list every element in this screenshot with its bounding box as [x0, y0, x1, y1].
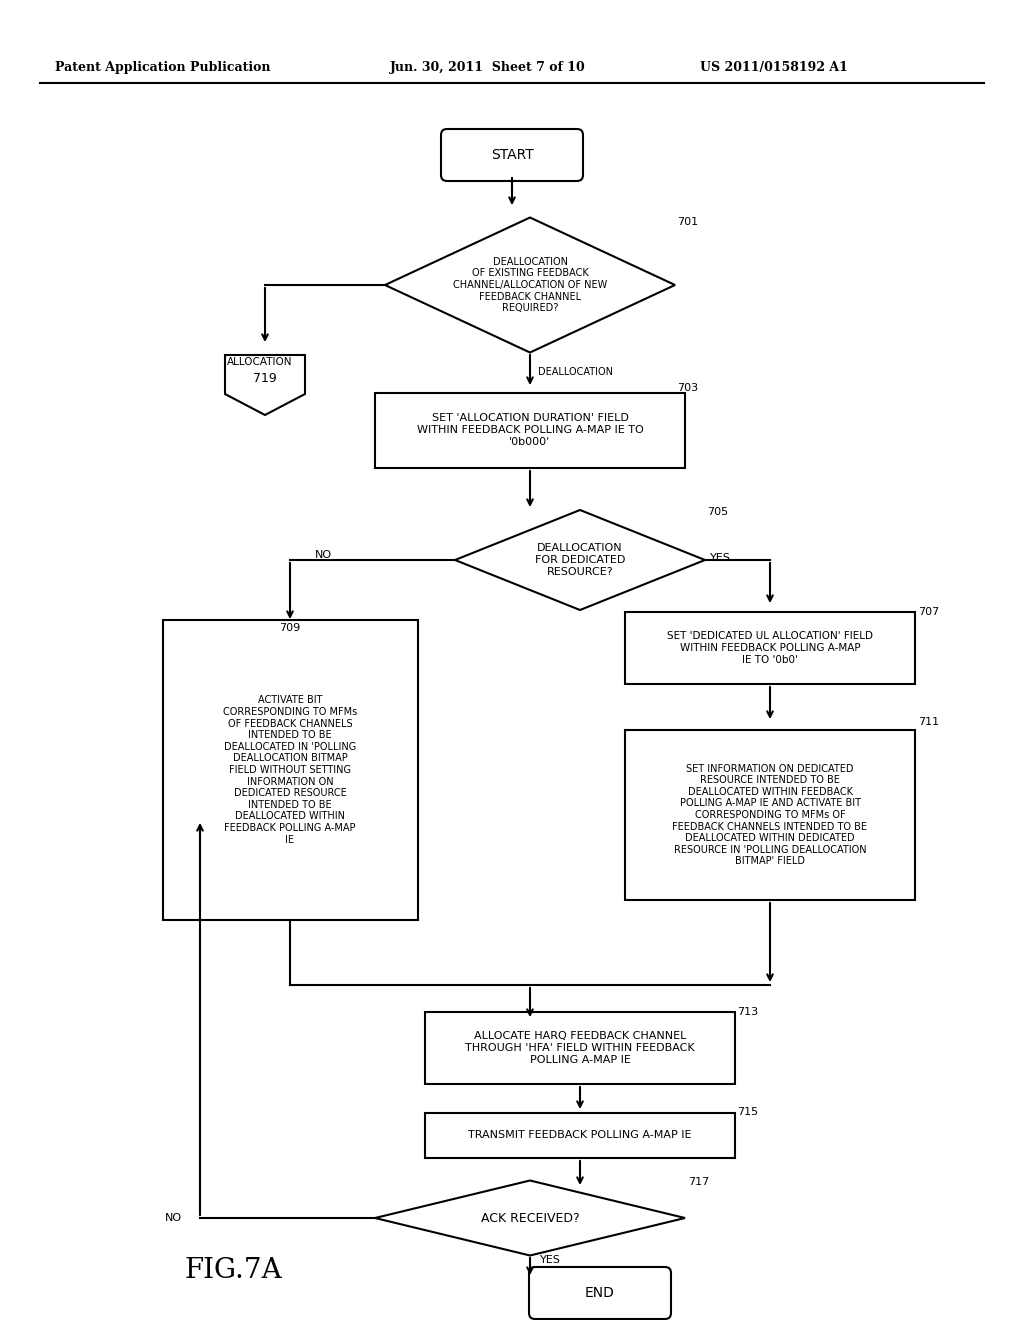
- FancyBboxPatch shape: [441, 129, 583, 181]
- Text: DEALLOCATION
OF EXISTING FEEDBACK
CHANNEL/ALLOCATION OF NEW
FEEDBACK CHANNEL
REQ: DEALLOCATION OF EXISTING FEEDBACK CHANNE…: [453, 257, 607, 313]
- Text: YES: YES: [540, 1255, 561, 1265]
- Text: ACTIVATE BIT
CORRESPONDING TO MFMs
OF FEEDBACK CHANNELS
INTENDED TO BE
DEALLOCAT: ACTIVATE BIT CORRESPONDING TO MFMs OF FE…: [223, 696, 357, 845]
- Text: ALLOCATION: ALLOCATION: [226, 356, 292, 367]
- Text: 707: 707: [918, 607, 939, 616]
- Text: Jun. 30, 2011  Sheet 7 of 10: Jun. 30, 2011 Sheet 7 of 10: [390, 62, 586, 74]
- Text: 705: 705: [707, 507, 728, 517]
- Text: 719: 719: [253, 372, 276, 385]
- Text: NO: NO: [165, 1213, 182, 1224]
- Text: SET 'ALLOCATION DURATION' FIELD
WITHIN FEEDBACK POLLING A-MAP IE TO
'0b000': SET 'ALLOCATION DURATION' FIELD WITHIN F…: [417, 413, 643, 446]
- Bar: [625, 730, 915, 900]
- Text: 715: 715: [737, 1107, 758, 1117]
- Text: ALLOCATE HARQ FEEDBACK CHANNEL
THROUGH 'HFA' FIELD WITHIN FEEDBACK
POLLING A-MAP: ALLOCATE HARQ FEEDBACK CHANNEL THROUGH '…: [465, 1031, 695, 1065]
- Text: END: END: [585, 1286, 615, 1300]
- Text: ACK RECEIVED?: ACK RECEIVED?: [480, 1212, 580, 1225]
- Polygon shape: [225, 355, 305, 414]
- Text: 709: 709: [280, 623, 301, 634]
- Polygon shape: [455, 510, 705, 610]
- Text: NO: NO: [315, 550, 332, 560]
- Text: SET 'DEDICATED UL ALLOCATION' FIELD
WITHIN FEEDBACK POLLING A-MAP
IE TO '0b0': SET 'DEDICATED UL ALLOCATION' FIELD WITH…: [667, 631, 873, 664]
- Text: FIG.7A: FIG.7A: [185, 1257, 283, 1283]
- Bar: [163, 620, 418, 920]
- Text: DEALLOCATION: DEALLOCATION: [538, 367, 613, 378]
- Text: YES: YES: [710, 553, 731, 564]
- Text: DEALLOCATION
FOR DEDICATED
RESOURCE?: DEALLOCATION FOR DEDICATED RESOURCE?: [535, 544, 626, 577]
- Polygon shape: [385, 218, 675, 352]
- Text: 701: 701: [677, 216, 698, 227]
- Bar: [625, 612, 915, 684]
- Text: 717: 717: [688, 1177, 710, 1187]
- Text: START: START: [490, 148, 534, 162]
- Bar: [425, 1113, 735, 1158]
- Text: TRANSMIT FEEDBACK POLLING A-MAP IE: TRANSMIT FEEDBACK POLLING A-MAP IE: [468, 1130, 692, 1140]
- Bar: [425, 1012, 735, 1084]
- Bar: [375, 392, 685, 467]
- Text: 713: 713: [737, 1007, 758, 1016]
- Text: SET INFORMATION ON DEDICATED
RESOURCE INTENDED TO BE
DEALLOCATED WITHIN FEEDBACK: SET INFORMATION ON DEDICATED RESOURCE IN…: [673, 763, 867, 866]
- Text: US 2011/0158192 A1: US 2011/0158192 A1: [700, 62, 848, 74]
- Text: 703: 703: [677, 383, 698, 393]
- Text: 711: 711: [918, 717, 939, 727]
- FancyBboxPatch shape: [529, 1267, 671, 1319]
- Text: Patent Application Publication: Patent Application Publication: [55, 62, 270, 74]
- Polygon shape: [375, 1180, 685, 1255]
